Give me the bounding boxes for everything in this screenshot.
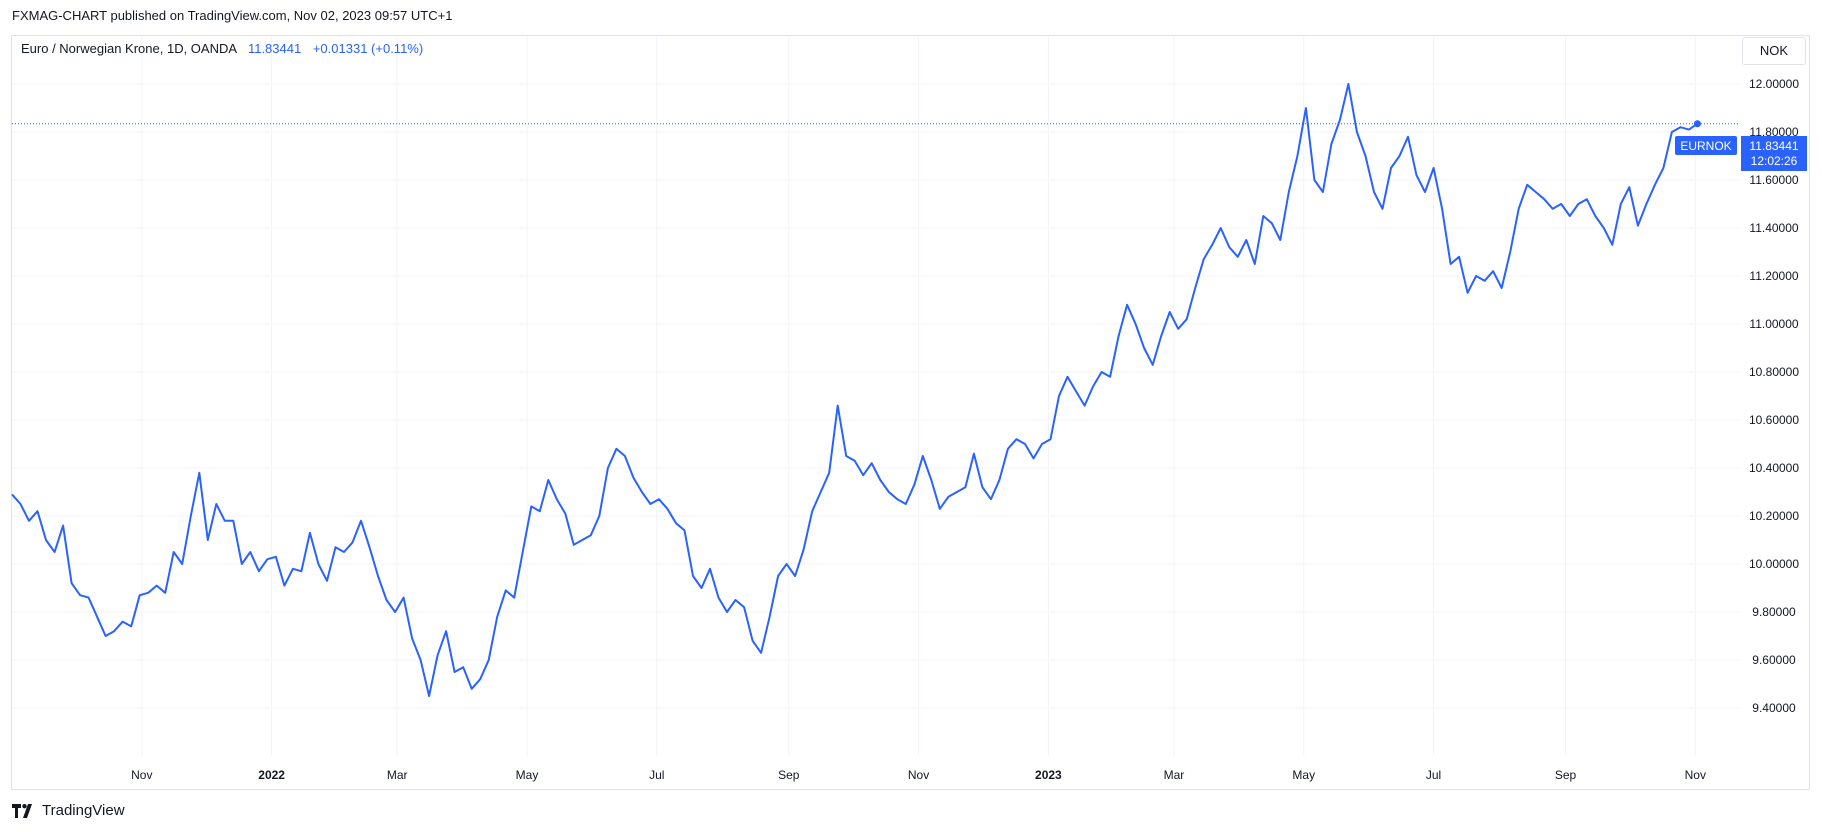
y-tick-label: 10.20000 xyxy=(1749,509,1799,523)
chart-grid xyxy=(12,36,1740,756)
tradingview-logo-icon xyxy=(12,803,32,818)
x-tick-label: 2022 xyxy=(258,768,285,782)
published-caption: FXMAG-CHART published on TradingView.com… xyxy=(12,8,453,23)
legend-change: +0.01331 (+0.11%) xyxy=(312,41,424,56)
legend-price: 11.83441 xyxy=(247,41,302,56)
x-tick-label: Mar xyxy=(1164,768,1185,782)
ticker-label: EURNOK xyxy=(1675,136,1737,155)
tradingview-logo[interactable]: TradingView xyxy=(12,802,125,819)
tradingview-brand-text: TradingView xyxy=(42,802,125,819)
x-tick-label: Nov xyxy=(908,768,929,782)
x-tick-label: Sep xyxy=(1555,768,1577,782)
x-tick-label: Jul xyxy=(649,768,664,782)
ticker-text: EURNOK xyxy=(1680,139,1731,153)
x-tick-label: May xyxy=(1292,768,1315,782)
y-tick-label: 11.00000 xyxy=(1749,317,1798,331)
y-tick-label: 11.40000 xyxy=(1749,221,1798,235)
y-tick-label: 11.20000 xyxy=(1749,269,1798,283)
y-tick-label: 11.80000 xyxy=(1749,125,1798,139)
y-tick-label: 10.60000 xyxy=(1749,413,1799,427)
price-axis: 12.00000 11.80000 11.60000 11.40000 11.20000… xyxy=(1749,77,1799,715)
time-axis: Nov 2022 Mar May Jul Sep Nov 2023 Mar May Jul Sep No… xyxy=(131,768,1706,782)
price-axis-label: 11.83441 12:02:26 xyxy=(1741,136,1807,171)
y-tick-label: 9.80000 xyxy=(1752,605,1796,619)
last-price-text: 11.83441 xyxy=(1749,139,1798,153)
countdown-text: 12:02:26 xyxy=(1751,154,1798,168)
legend-symbol: Euro / Norwegian Krone, 1D, OANDA xyxy=(21,41,237,56)
x-tick-label: Nov xyxy=(1685,768,1706,782)
y-tick-label: 10.80000 xyxy=(1749,365,1799,379)
y-tick-label: 12.00000 xyxy=(1749,77,1799,91)
y-tick-label: 10.00000 xyxy=(1749,557,1799,571)
last-price-dot xyxy=(1693,120,1701,128)
x-tick-label: 2023 xyxy=(1035,768,1062,782)
y-tick-label: 11.60000 xyxy=(1749,173,1798,187)
price-series-line xyxy=(11,83,1698,697)
currency-button[interactable]: NOK xyxy=(1742,37,1806,65)
y-tick-label: 9.60000 xyxy=(1752,653,1796,667)
x-tick-label: Jul xyxy=(1426,768,1441,782)
x-tick-label: Sep xyxy=(778,768,800,782)
x-tick-label: Nov xyxy=(131,768,152,782)
chart-legend[interactable]: Euro / Norwegian Krone, 1D, OANDA 11.834… xyxy=(21,41,423,56)
y-tick-label: 10.40000 xyxy=(1749,461,1799,475)
x-tick-label: May xyxy=(516,768,539,782)
x-tick-label: Mar xyxy=(387,768,408,782)
y-tick-label: 9.40000 xyxy=(1752,701,1796,715)
chart-frame[interactable] xyxy=(11,35,1810,790)
